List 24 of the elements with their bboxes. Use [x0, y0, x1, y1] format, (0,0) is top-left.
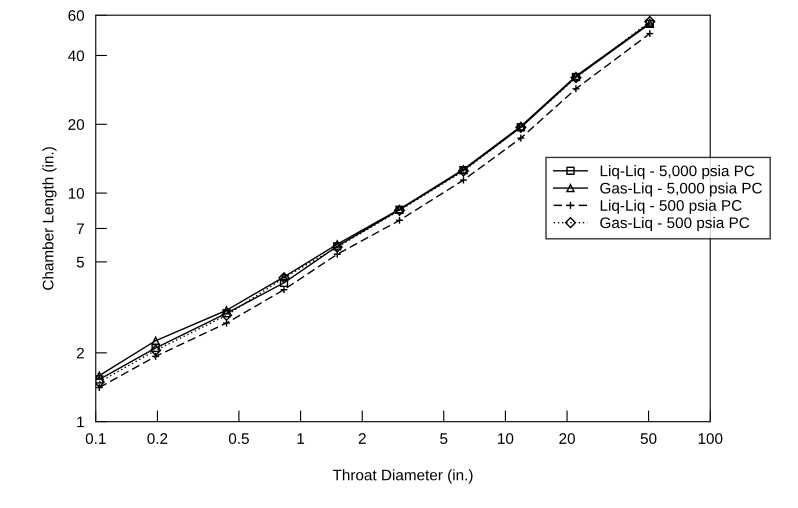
legend-label: Liq-Liq - 5,000 psia PC: [600, 165, 754, 180]
x-tick-label: 1: [297, 433, 304, 444]
y-tick-label: 20: [68, 119, 84, 130]
x-axis-title: Throat Diameter (in.): [332, 469, 473, 484]
y-tick-label: 7: [76, 224, 84, 234]
y-tick-label: 10: [68, 188, 84, 199]
x-tick-label: 2: [358, 433, 366, 444]
y-tick-label: 40: [68, 50, 84, 62]
x-tick-label: 20: [559, 433, 575, 444]
legend-label: Gas-Liq - 500 psia PC: [600, 216, 750, 232]
x-tick-label: 10: [498, 433, 514, 444]
y-tick-label: 5: [76, 256, 84, 268]
x-tick-label: 0.2: [147, 433, 168, 444]
legend-label: Gas-Liq - 5,000 psia PC: [600, 182, 762, 197]
x-tick-label: 50: [640, 433, 656, 444]
y-axis-title: Chamber Length (in.): [42, 147, 57, 290]
y-tick-label: 2: [76, 348, 84, 358]
legend-label: Liq-Liq - 500 psia PC: [600, 200, 742, 214]
x-tick-label: 5: [440, 433, 448, 444]
x-tick-label: 0.1: [86, 433, 106, 444]
x-tick-label: 0.5: [228, 433, 249, 444]
x-tick-label: 100: [698, 433, 722, 444]
y-tick-label: 1: [77, 416, 84, 428]
y-tick-label: 60: [68, 10, 84, 21]
